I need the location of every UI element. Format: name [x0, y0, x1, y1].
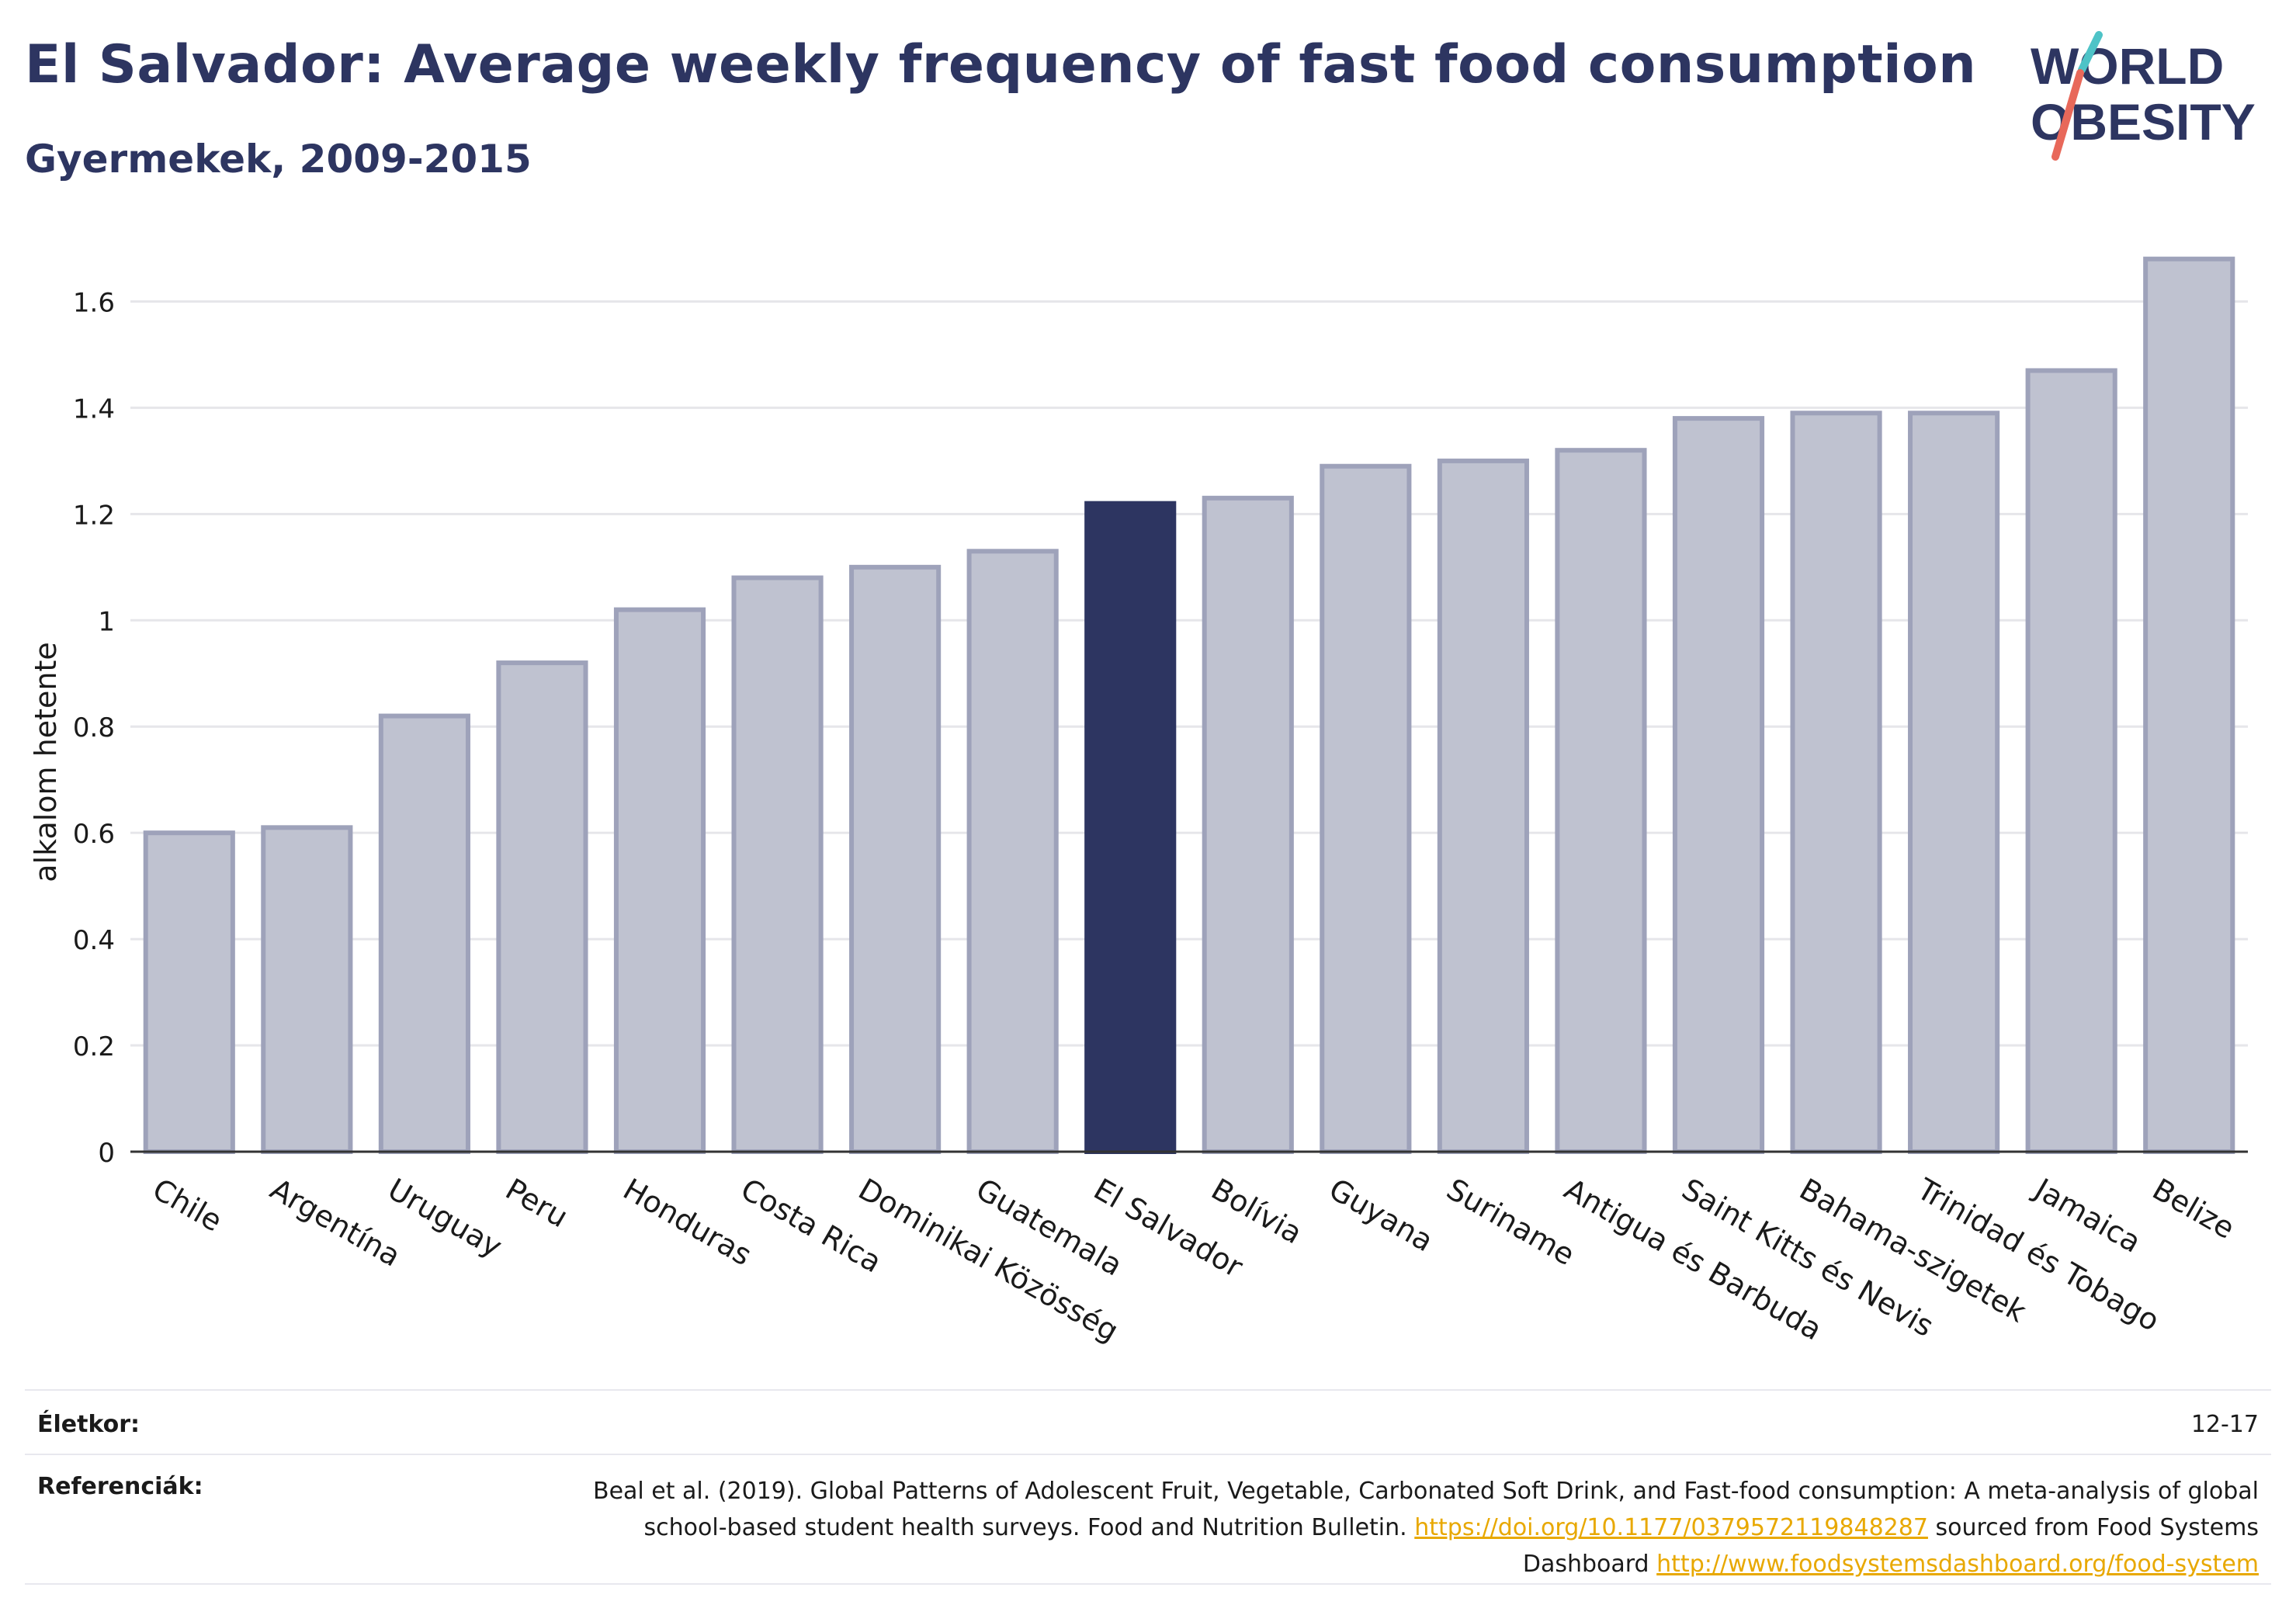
bar-honduras [613, 607, 706, 1154]
x-tick-label: Belize [2147, 1172, 2241, 1246]
age-value: 12-17 [2190, 1411, 2259, 1438]
age-label: Életkor: [37, 1411, 140, 1438]
divider [25, 1583, 2271, 1585]
bar-chart: 00.20.40.60.811.21.41.6 Chile ArgentínaUr… [29, 256, 2248, 1348]
bars [143, 256, 2235, 1155]
y-tick-label: 0 [98, 1138, 115, 1169]
references-text: Beal et al. (2019). Global Patterns of A… [567, 1473, 2259, 1582]
logo-stroke-coral [2051, 69, 2084, 161]
references-label: Referenciák: [37, 1473, 203, 1500]
y-tick-label: 1 [98, 606, 115, 637]
y-tick-label: 1.2 [73, 500, 115, 531]
grid-lines [130, 300, 2248, 1047]
logo-stroke-teal [2078, 31, 2103, 74]
x-tick-label: Chile [147, 1172, 227, 1239]
divider [25, 1454, 2271, 1455]
dashboard-link[interactable]: http://www.foodsystemsdashboard.org/food… [1656, 1551, 2259, 1578]
bar-belize [2143, 256, 2235, 1155]
bar-bol-via [1202, 495, 1294, 1154]
bar-dominikai-k-z-ss-g [849, 564, 942, 1154]
y-tick-label: 0.2 [73, 1031, 115, 1062]
age-row: Életkor: 12-17 [25, 1411, 2271, 1442]
y-tick-label: 1.6 [73, 287, 115, 318]
bar-saint-kitts-s-nevis [1672, 416, 1765, 1154]
bar-antigua-s-barbuda [1555, 448, 1647, 1154]
bar-costa-rica [731, 575, 824, 1154]
bar-uruguay [378, 713, 470, 1154]
bar-trinidad-s-tobago [1908, 411, 2000, 1154]
x-tick-label: Argentína [265, 1172, 407, 1274]
y-tick-label: 0.8 [73, 712, 115, 743]
y-tick-label: 0.6 [73, 819, 115, 850]
y-tick-label: 0.4 [73, 925, 115, 956]
bar-suriname [1437, 458, 1529, 1154]
y-axis-label: alkalom hetente [29, 642, 63, 882]
doi-link[interactable]: https://doi.org/10.1177/0379572119848287 [1414, 1514, 1928, 1541]
x-tick-label: Peru [500, 1172, 574, 1234]
references-row: Referenciák: Beal et al. (2019). Global … [25, 1473, 2271, 1589]
bar-argent-na [261, 825, 353, 1155]
logo-word-world: WORLD [2031, 37, 2224, 95]
x-tick-label: Honduras [618, 1172, 758, 1273]
divider [25, 1389, 2271, 1391]
x-tick-label: Guyana [1323, 1172, 1439, 1258]
world-obesity-logo: WORLD OBESITY [2031, 31, 2256, 161]
x-tick-label: Suriname [1441, 1172, 1580, 1272]
chart-title: El Salvador: Average weekly frequency of… [25, 34, 1977, 95]
chart-subtitle: Gyermekek, 2009-2015 [25, 137, 532, 182]
reference-source: sourced from Food Systems Dashboard [1522, 1514, 2259, 1578]
bar-el-salvador [1084, 501, 1177, 1154]
bar-guyana [1320, 463, 1412, 1154]
y-tick-labels: 0 0.2 0.4 0.6 0.8 1 1.2 1.4 1.6 [73, 287, 115, 1169]
bar-peru [496, 660, 588, 1154]
bar-guatemala [966, 549, 1059, 1154]
bar-chile [143, 830, 235, 1155]
reference-citation: Beal et al. (2019). Global Patterns of A… [592, 1478, 2259, 1541]
bar-jamaica [2025, 368, 2117, 1154]
bar-bahama-szigetek [1790, 411, 1882, 1154]
y-tick-label: 1.4 [73, 393, 115, 425]
